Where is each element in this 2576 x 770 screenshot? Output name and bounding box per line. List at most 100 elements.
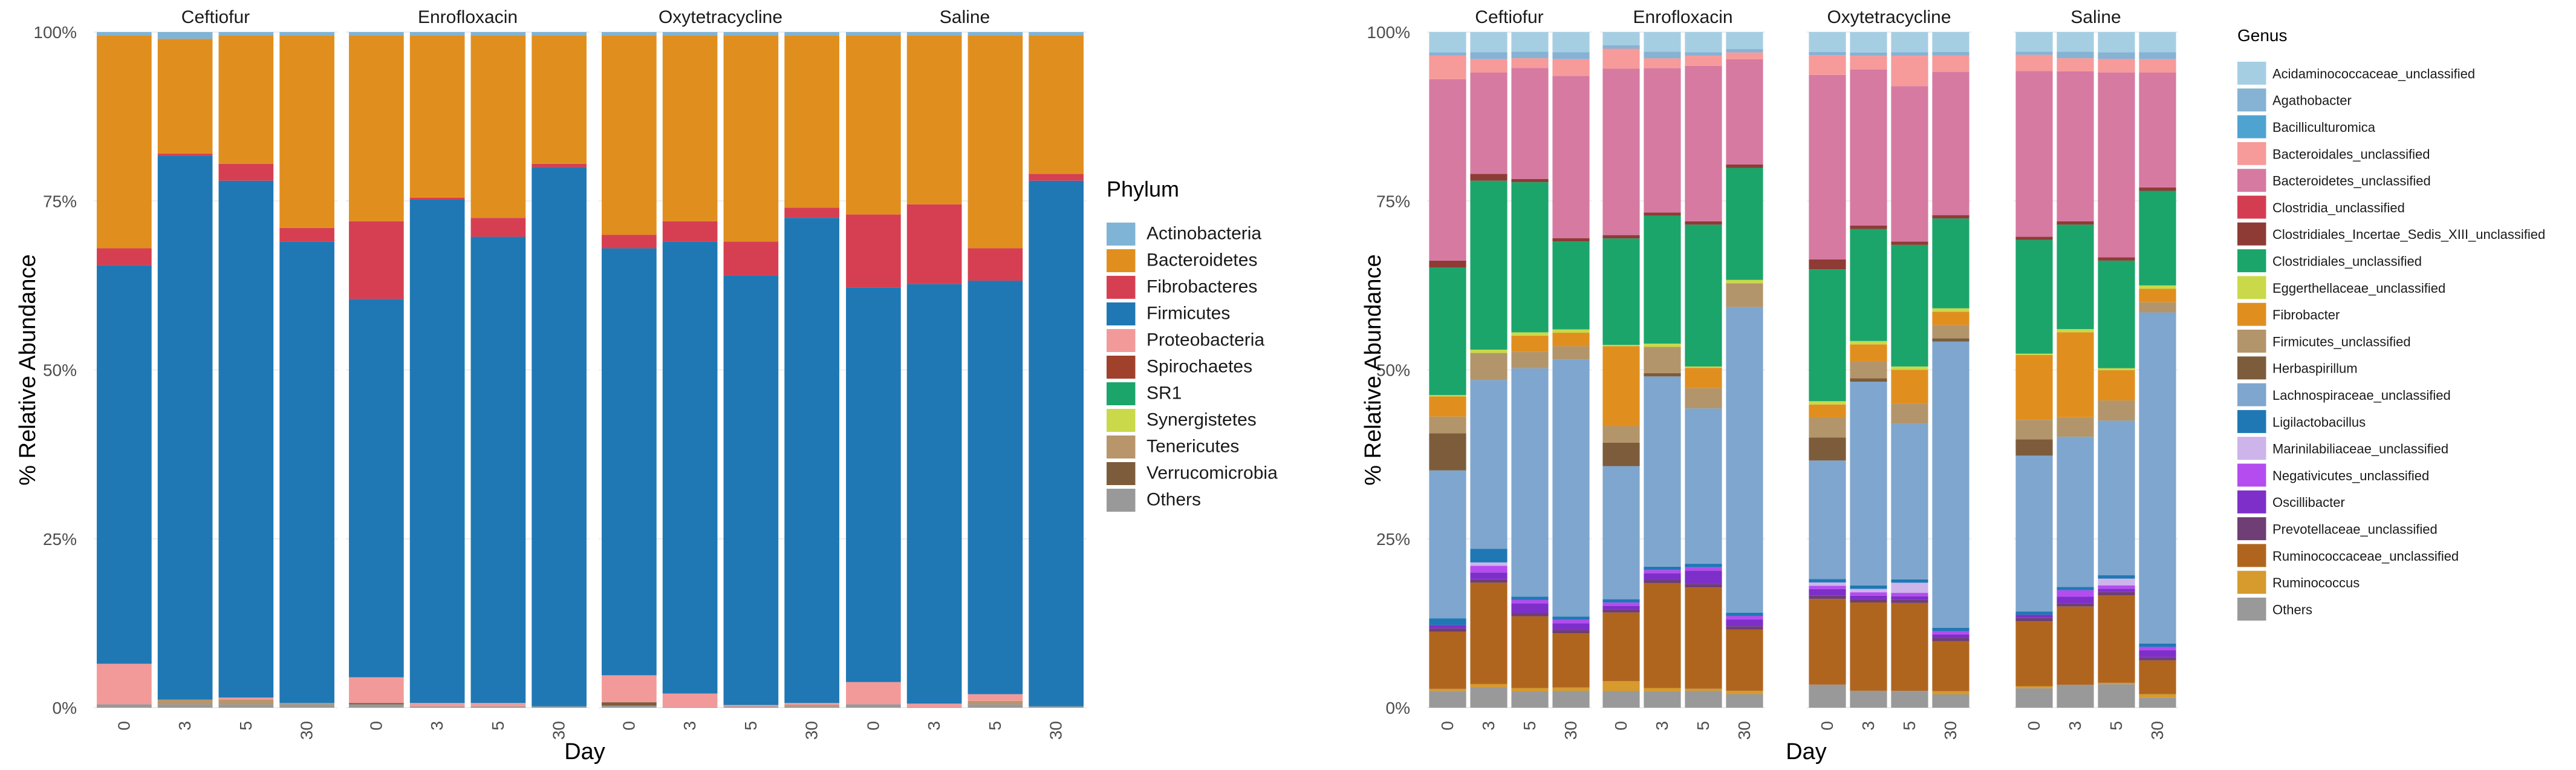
bar-segment bbox=[1726, 283, 1763, 307]
bar-segment bbox=[1809, 595, 1846, 599]
bar-segment bbox=[1511, 68, 1549, 179]
bar-segment bbox=[1850, 592, 1887, 596]
bar-segment bbox=[968, 32, 1023, 36]
bar-segment bbox=[2098, 400, 2135, 421]
bar-segment bbox=[2098, 52, 2135, 59]
bar-segment bbox=[218, 697, 274, 700]
bar-segment bbox=[2098, 32, 2135, 53]
bar-segment bbox=[2057, 58, 2094, 71]
bar-segment bbox=[2139, 694, 2176, 698]
chart-phylum: 0% 25% 50% 75% 100% % Relative Abundance Day Ce… bbox=[15, 7, 1278, 765]
bar-segment bbox=[1552, 619, 1590, 624]
bar-segment bbox=[1511, 351, 1549, 368]
bar-segment bbox=[1726, 629, 1763, 691]
bar-segment bbox=[1644, 573, 1681, 580]
bar-segment bbox=[1726, 164, 1763, 168]
bar-segment bbox=[1932, 338, 1969, 342]
bar-segment bbox=[968, 35, 1023, 249]
legend: Genus Acidaminococcaceae_unclassified Agat… bbox=[2237, 26, 2545, 621]
bar-segment bbox=[1726, 49, 1763, 53]
bar-segment bbox=[1726, 279, 1763, 284]
x-tick-label: 5 bbox=[1520, 721, 1539, 731]
bar-segment bbox=[1685, 567, 1722, 571]
bar-segment bbox=[349, 677, 404, 703]
y-tick-label: 75% bbox=[1376, 192, 1410, 210]
legend-swatch bbox=[1107, 329, 1136, 352]
bar-segment bbox=[1644, 691, 1681, 708]
legend-label: Acidaminococcaceae_unclassified bbox=[2272, 66, 2475, 81]
bar-segment bbox=[218, 163, 274, 181]
bar-segment bbox=[2057, 417, 2094, 437]
bar-segment bbox=[1470, 562, 1508, 566]
bar-segment bbox=[1429, 52, 1466, 56]
bar-segment bbox=[1891, 582, 1928, 593]
bar-segment bbox=[1602, 602, 1640, 606]
legend-swatch bbox=[1107, 489, 1136, 512]
bar-segment bbox=[470, 706, 526, 708]
bar-segment bbox=[1429, 55, 1466, 79]
bar-segment bbox=[1429, 416, 1466, 434]
bar-segment bbox=[1470, 174, 1508, 181]
legend-swatch bbox=[2237, 195, 2266, 219]
bar-segment bbox=[846, 287, 901, 682]
legend-swatch bbox=[2237, 517, 2266, 541]
legend-label: Firmicutes bbox=[1147, 303, 1230, 323]
bar-segment bbox=[968, 700, 1023, 705]
legend-label: Oscillibacter bbox=[2272, 495, 2345, 510]
legend-label: Tenericutes bbox=[1147, 436, 1239, 456]
bar-segment bbox=[1891, 244, 1928, 367]
x-tick-label: 5 bbox=[1694, 721, 1712, 731]
bar-segment bbox=[1429, 691, 1466, 708]
bar-segment bbox=[1932, 694, 1969, 708]
x-tick-label: 3 bbox=[925, 721, 943, 731]
bar-segment bbox=[2139, 302, 2176, 313]
bar-segment bbox=[906, 706, 962, 708]
bar-segment bbox=[1726, 619, 1763, 627]
bar-segment bbox=[1726, 52, 1763, 59]
legend-swatch bbox=[2237, 383, 2266, 406]
legend-swatch bbox=[1107, 356, 1136, 379]
bar-segment bbox=[1029, 32, 1084, 36]
bar-segment bbox=[1809, 269, 1846, 402]
legend-label: Lachnospiraceae_unclassified bbox=[2272, 388, 2451, 403]
y-tick-label: 50% bbox=[43, 361, 77, 380]
bar-segment bbox=[1932, 218, 1969, 308]
facet-label: Oxytetracycline bbox=[659, 7, 782, 27]
bar-segment bbox=[1809, 51, 1846, 56]
bar-segment bbox=[2057, 332, 2094, 417]
bar-segment bbox=[1809, 401, 1846, 405]
bar-segment bbox=[1850, 599, 1887, 602]
bar-segment bbox=[1511, 58, 1549, 68]
bar-segment bbox=[2098, 585, 2135, 589]
bar-segment bbox=[1685, 584, 1722, 588]
bar-segment bbox=[2139, 52, 2176, 59]
x-tick-label: 3 bbox=[1859, 721, 1878, 731]
bar-segment bbox=[1602, 680, 1640, 691]
bar-segment bbox=[1644, 566, 1681, 570]
bar-segment bbox=[1685, 570, 1722, 584]
bar-segment bbox=[784, 706, 839, 708]
bar-segment bbox=[602, 705, 657, 708]
legend-swatch bbox=[1107, 409, 1136, 432]
x-tick-label: 0 bbox=[2025, 721, 2043, 731]
bar-segment bbox=[1932, 52, 1969, 56]
bar-segment bbox=[1429, 618, 1466, 625]
bar-segment bbox=[1602, 443, 1640, 466]
bar-segment bbox=[1644, 212, 1681, 216]
bar-segment bbox=[1850, 52, 1887, 56]
legend: Phylum Actinobacteria Bacteroidetes Fibroba… bbox=[1107, 177, 1278, 512]
legend-label: Actinobacteria bbox=[1147, 223, 1261, 243]
legend-swatch bbox=[1107, 276, 1136, 299]
bar-segment bbox=[2015, 439, 2053, 456]
y-tick-label: 50% bbox=[1376, 361, 1410, 380]
legend-label: Marinilabiliaceae_unclassified bbox=[2272, 442, 2448, 457]
bar-segment bbox=[1644, 570, 1681, 573]
bar-segment bbox=[1552, 616, 1590, 620]
legend-swatch bbox=[1107, 462, 1136, 485]
bar-segment bbox=[1726, 32, 1763, 50]
legend-swatch bbox=[2237, 330, 2266, 353]
bar-segment bbox=[1470, 582, 1508, 684]
bar-segment bbox=[1809, 259, 1846, 270]
x-tick-label: 3 bbox=[1479, 721, 1498, 731]
bar-segment bbox=[2057, 71, 2094, 221]
